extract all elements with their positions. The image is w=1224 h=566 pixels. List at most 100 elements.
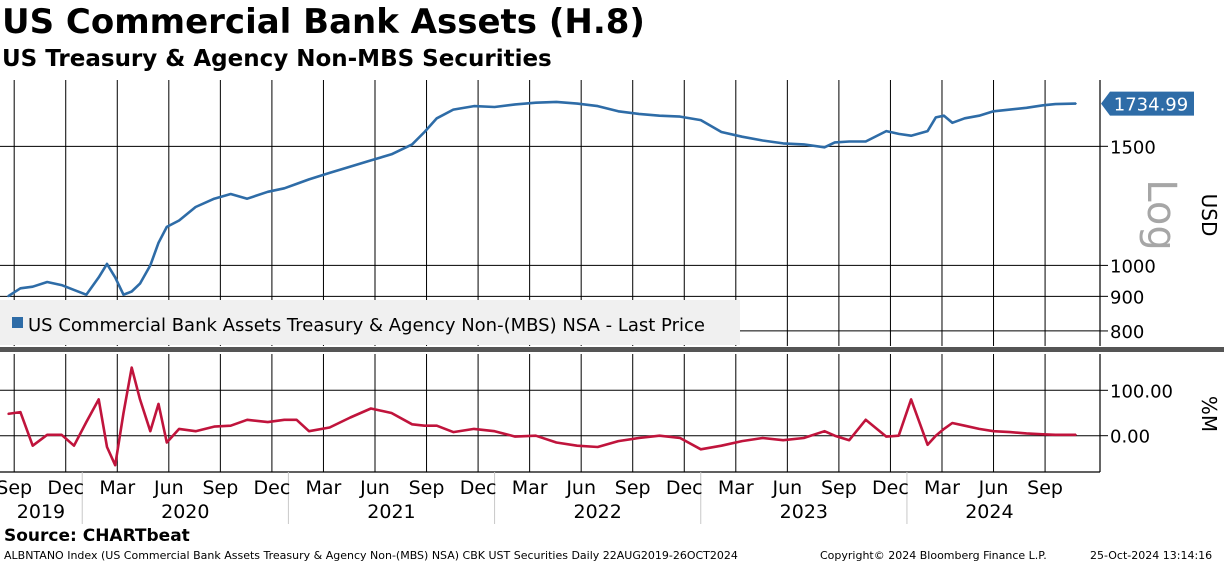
sub-series-point-19: [229, 424, 232, 427]
main-series-point-30: [423, 131, 426, 133]
ytick-label-main-1: 900: [1110, 287, 1144, 308]
main-series-point-18: [213, 197, 215, 200]
sub-series-point-35: [514, 435, 516, 438]
sub-series-point-17: [194, 430, 197, 432]
ytick-label-main-0: 800: [1110, 322, 1144, 343]
sub-series-point-4: [60, 433, 63, 436]
sub-series-point-32: [452, 431, 455, 433]
sub-series-point-29: [411, 423, 413, 426]
sub-series-point-26: [349, 416, 352, 419]
year-label-0: 2019: [17, 501, 65, 523]
sub-series-point-59: [943, 428, 945, 430]
main-series-point-51: [833, 141, 836, 144]
sub-series-point-47: [761, 437, 764, 439]
main-series-point-42: [658, 114, 661, 117]
main-series-point-11: [130, 290, 133, 293]
main-series-point-3: [46, 281, 48, 283]
panel-divider: [0, 347, 1224, 352]
log-scale-label: Log: [1138, 179, 1184, 250]
main-series-point-64: [1009, 108, 1011, 111]
month-label-1: Dec: [47, 477, 84, 499]
sub-series-point-1: [19, 411, 22, 413]
main-series-point-45: [720, 131, 723, 133]
main-series-point-65: [1025, 107, 1028, 109]
month-label-7: Jun: [359, 477, 390, 499]
sub-series-point-57: [926, 443, 929, 446]
sub-series-point-63: [992, 430, 995, 432]
main-series-point-39: [596, 105, 599, 107]
main-series-point-27: [370, 159, 372, 162]
year-label-2: 2021: [367, 501, 415, 523]
main-series-point-26: [349, 165, 352, 168]
main-series-point-44: [699, 119, 702, 121]
month-label-10: Mar: [512, 477, 548, 499]
main-series-point-41: [638, 113, 640, 115]
sub-series-point-36: [535, 434, 537, 437]
main-series-point-38: [576, 102, 578, 105]
sub-series-point-12: [139, 398, 141, 401]
month-label-11: Jun: [565, 477, 596, 499]
main-series-point-58: [934, 116, 937, 119]
main-series-point-19: [229, 193, 232, 195]
sub-series-point-14: [157, 403, 160, 405]
month-label-8: Sep: [409, 477, 445, 499]
sub-series-point-3: [46, 433, 48, 436]
main-series-point-9: [114, 276, 117, 279]
main-series-point-46: [741, 135, 743, 138]
sub-series-point-55: [897, 434, 900, 437]
sub-series-point-64: [1009, 431, 1011, 433]
month-label-13: Dec: [666, 477, 703, 499]
sub-series-point-30: [423, 424, 426, 427]
sub-series-point-23: [295, 419, 298, 421]
chart-title: US Commercial Bank Assets (H.8): [2, 2, 645, 42]
last-value-label: 1734.99: [1114, 95, 1188, 116]
ytick-label-sub-1: 100.00: [1110, 381, 1173, 402]
sub-series-point-51: [833, 434, 836, 437]
month-label-20: Sep: [1027, 477, 1063, 499]
footer-timestamp: 25-Oct-2024 13:14:16: [1090, 549, 1213, 562]
sub-series-point-24: [308, 430, 310, 432]
sub-series-point-9: [114, 464, 117, 466]
sub-series-point-20: [246, 419, 248, 421]
month-label-3: Jun: [153, 477, 184, 499]
sub-series-point-61: [963, 424, 966, 427]
sub-series-point-8: [106, 446, 108, 448]
sub-series-point-66: [1042, 433, 1044, 436]
ytick-label-sub-0: 0.00: [1110, 427, 1150, 448]
sub-series-point-11: [130, 366, 133, 369]
main-series-point-8: [106, 263, 108, 265]
main-series-point-67: [1054, 103, 1057, 105]
main-series-point-28: [390, 153, 393, 156]
sub-series-point-13: [149, 430, 152, 432]
source-note: Source: CHARTbeat: [4, 526, 190, 546]
sub-series-point-68: [1075, 433, 1077, 436]
footer-copyright: Copyright© 2024 Bloomberg Finance L.P.: [820, 549, 1047, 562]
sub-series-point-39: [596, 446, 599, 448]
main-series-point-29: [411, 143, 413, 146]
ytick-label-main-2: 1000: [1110, 256, 1156, 277]
main-series-point-23: [295, 183, 298, 185]
chart-subtitle: US Treasury & Agency Non-MBS Securities: [2, 46, 552, 72]
main-series-point-10: [122, 293, 125, 296]
month-label-2: Mar: [99, 477, 135, 499]
main-series-point-61: [963, 117, 966, 120]
sub-y-axis-label: %M: [1197, 396, 1221, 432]
sub-series-point-7: [97, 398, 100, 401]
sub-series-point-33: [473, 428, 475, 430]
sub-series-point-56: [910, 398, 912, 401]
sub-series-point-43: [679, 437, 681, 439]
month-label-15: Jun: [772, 477, 803, 499]
sub-series-point-40: [617, 440, 620, 442]
sub-series-point-27: [370, 407, 372, 410]
sub-series-point-18: [213, 425, 215, 428]
month-label-17: Dec: [872, 477, 909, 499]
sub-series-point-16: [178, 428, 180, 430]
sub-series-point-53: [864, 419, 867, 421]
sub-series-point-5: [73, 444, 75, 447]
main-series-point-14: [157, 241, 160, 244]
sub-series-point-52: [848, 439, 851, 442]
main-series-point-15: [165, 226, 168, 228]
sub-series-point-44: [699, 448, 702, 451]
sub-series-point-65: [1025, 432, 1028, 435]
month-label-6: Mar: [306, 477, 342, 499]
